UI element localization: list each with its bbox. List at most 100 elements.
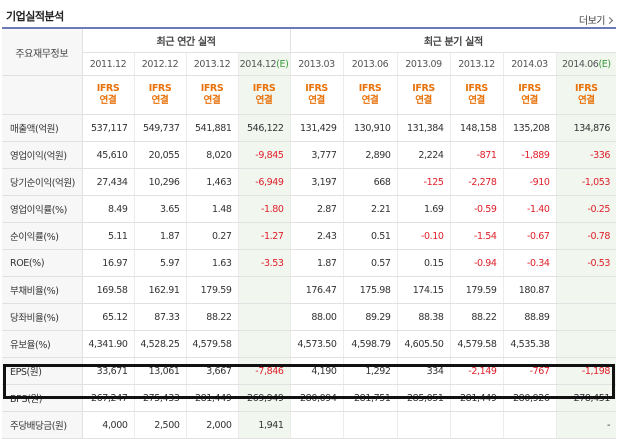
value-cell: -6,949 [237,168,291,196]
value-cell: -0.67 [502,222,557,250]
format-row-label [2,75,83,115]
value-cell: 0.51 [342,222,398,250]
value-cell: 179.59 [185,276,238,304]
value-cell: 1,463 [185,168,238,196]
value-cell [555,303,617,331]
format-cell: IFRS 연결 [289,75,344,115]
row-label: 영업이익률(%) [2,195,83,223]
value-cell: 0.57 [342,249,398,277]
format-cell: IFRS 연결 [449,75,504,115]
value-cell: -910 [502,168,557,196]
format-cell: IFRS 연결 [555,75,617,115]
format-standard: IFRS [518,83,541,94]
value-cell: 176.47 [289,276,344,304]
estimate-mark: (E) [276,58,289,70]
format-standard: IFRS [575,83,598,94]
value-cell: 4,000 [81,411,134,439]
period-label: 2014.12 [239,58,277,70]
period-header: 2014.12(E) [237,52,291,76]
value-cell: 4,605.50 [396,330,451,358]
value-cell: -3.53 [237,249,291,277]
financial-table: 주요재무정보 최근 연간 실적 최근 분기 실적 2011.12 2012.12 2… [2,29,617,439]
format-type: 연결 [521,95,538,106]
value-cell: 3,777 [289,141,344,169]
value-cell: 135,208 [502,114,557,142]
label-column-header: 주요재무정보 [2,29,83,76]
table-row: 순이익률(%) 5.11 1.87 0.27 -1.27 2.43 0.51 -0.10 -1.… [2,222,617,250]
period-label: 2014.06 [561,58,599,70]
row-label: 매출액(억원) [2,114,83,142]
value-cell: -0.59 [449,195,504,223]
format-standard: IFRS [252,83,276,94]
value-cell: 549,737 [133,114,186,142]
section-title: 기업실적분석 [6,10,64,23]
format-type: 연결 [151,95,169,106]
value-cell: 33,671 [81,357,134,385]
value-cell: 4,535.38 [502,330,557,358]
format-cell: IFRS 연결 [396,75,451,115]
value-cell: 162.91 [133,276,186,304]
value-cell: 89.29 [342,303,398,331]
value-cell: 3.65 [133,195,186,223]
format-cell: IFRS 연결 [81,75,134,115]
value-cell: 87.33 [133,303,186,331]
value-cell: 88.00 [289,303,344,331]
period-label: 2013.06 [351,58,389,70]
table-row: 당기순이익(억원) 27,434 10,296 1,463 -6,949 3,197 668… [2,168,617,196]
value-cell: 1.87 [133,222,186,250]
row-label: 유보율(%) [2,330,83,358]
value-cell: 1.87 [289,249,344,277]
value-cell: 5.11 [81,222,134,250]
value-cell: 2,224 [396,141,451,169]
value-cell: 1,292 [342,357,398,385]
value-cell: 0.15 [396,249,451,277]
row-label: 순이익률(%) [2,222,83,250]
value-cell: 546,122 [237,114,291,142]
format-type: 연결 [361,95,379,106]
table-row: EPS(원) 33,671 13,061 3,667 -7,846 4,190 1,292 3… [2,357,617,385]
value-cell: 541,881 [185,114,238,142]
table-row: ROE(%) 16.97 5.97 1.63 -3.53 1.87 0.57 0.15 -0.9… [2,249,617,277]
value-cell: 16.97 [81,249,134,277]
value-cell: 88.22 [185,303,238,331]
more-link[interactable]: 더보기 [579,12,612,27]
quarterly-results-header: 최근 분기 실적 [289,29,617,53]
row-label: 당기순이익(억원) [2,168,83,196]
value-cell: 131,429 [289,114,344,142]
value-cell: 179.59 [449,276,504,304]
value-cell: -0.94 [449,249,504,277]
period-label: 2013.09 [405,58,442,70]
value-cell: 4,579.58 [185,330,238,358]
value-cell [555,330,617,358]
row-label: 부채비율(%) [2,276,83,304]
table-row: 주당배당금(원) 4,000 2,500 2,000 1,941 - [2,411,617,439]
value-cell: 2,500 [133,411,186,439]
value-cell: 1,941 [237,411,291,439]
period-label: 2013.12 [193,58,231,70]
value-cell: -9,845 [237,141,291,169]
table-row: 유보율(%) 4,341.90 4,528.25 4,579.58 4,573.50 4,… [2,330,617,358]
period-header: 2013.09 [396,52,451,76]
value-cell: 180.87 [502,276,557,304]
value-cell: 148,158 [449,114,504,142]
period-header-row: 2011.12 2012.12 2013.12 2014.12(E) 2013.03 20… [2,52,617,76]
period-header: 2014.06(E) [555,52,617,76]
value-cell: 8.49 [81,195,134,223]
period-header: 2014.03 [502,52,557,76]
table-row: 부채비율(%) 169.58 162.91 179.59 176.47 175.98 174… [2,276,617,304]
value-cell: 3,667 [185,357,238,385]
value-cell [237,303,291,331]
value-cell: 20,055 [133,141,186,169]
row-label: 영업이익(억원) [2,141,83,169]
value-cell [237,330,291,358]
value-cell: 134,876 [555,114,617,142]
format-standard: IFRS [200,83,224,94]
period-label: 2011.12 [89,58,127,70]
value-cell: 4,598.79 [342,330,398,358]
value-cell: 88.89 [502,303,557,331]
value-cell: 27,434 [81,168,134,196]
estimate-mark: (E) [598,58,611,70]
format-type: 연결 [255,95,273,106]
format-standard: IFRS [148,83,172,94]
value-cell: -767 [502,357,557,385]
